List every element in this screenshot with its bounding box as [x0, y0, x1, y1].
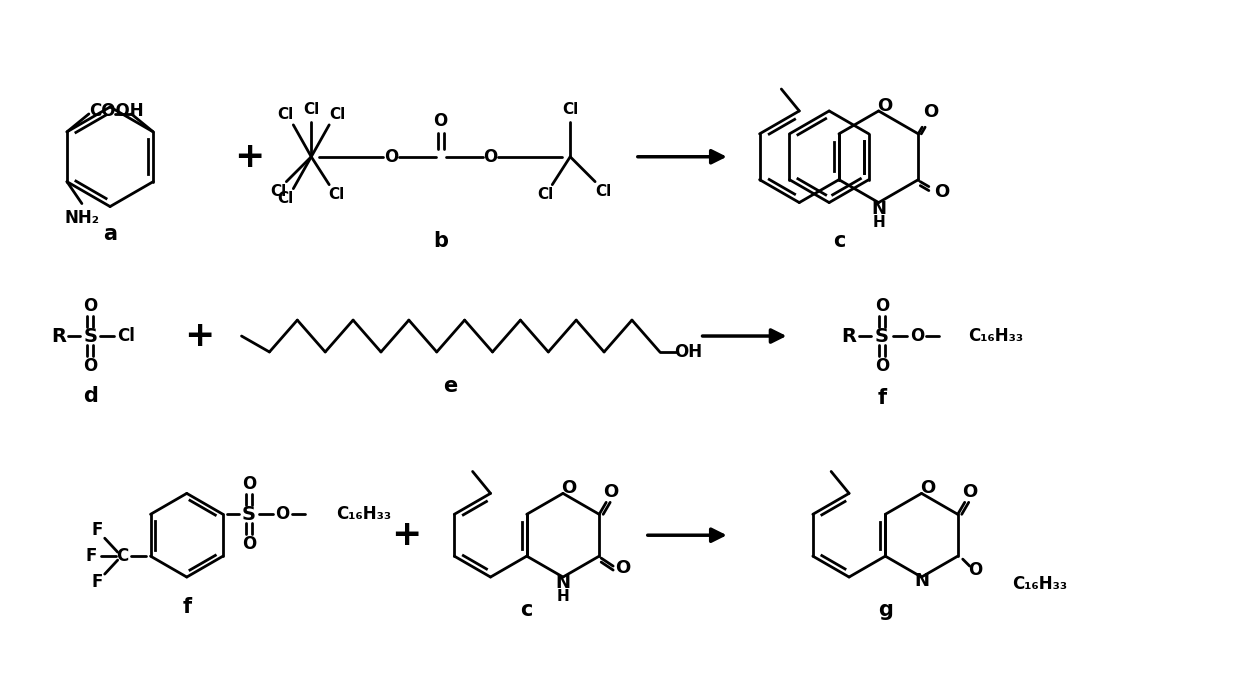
- Text: O: O: [434, 112, 448, 130]
- Text: S: S: [242, 505, 255, 524]
- Text: O: O: [962, 484, 977, 501]
- Text: f: f: [878, 388, 887, 407]
- Text: c: c: [521, 600, 533, 620]
- Text: S: S: [83, 327, 97, 346]
- Text: F: F: [91, 521, 103, 539]
- Text: b: b: [433, 231, 448, 251]
- Text: NH₂: NH₂: [64, 209, 99, 226]
- Text: O: O: [384, 147, 398, 166]
- Text: H: H: [557, 589, 569, 604]
- Text: d: d: [83, 386, 98, 406]
- Text: O: O: [935, 182, 950, 200]
- Text: a: a: [103, 224, 117, 244]
- Text: R: R: [842, 327, 857, 346]
- Text: O: O: [923, 103, 937, 121]
- Text: C₁₆H₃₃: C₁₆H₃₃: [1013, 575, 1068, 593]
- Text: Cl: Cl: [278, 191, 294, 206]
- Text: COOH: COOH: [89, 102, 144, 120]
- Text: N: N: [914, 572, 929, 590]
- Text: O: O: [562, 480, 577, 497]
- Text: O: O: [910, 327, 924, 345]
- Text: e: e: [444, 376, 458, 396]
- Text: F: F: [86, 547, 97, 565]
- Text: F: F: [91, 573, 103, 591]
- Text: O: O: [920, 480, 935, 497]
- Text: Cl: Cl: [329, 108, 345, 122]
- Text: Cl: Cl: [595, 184, 611, 199]
- Text: OH: OH: [673, 343, 702, 361]
- Text: Cl: Cl: [117, 327, 135, 345]
- Text: S: S: [875, 327, 889, 346]
- Text: Cl: Cl: [329, 187, 345, 202]
- Text: f: f: [182, 597, 191, 617]
- Text: O: O: [615, 559, 631, 577]
- Text: +: +: [234, 140, 264, 174]
- Text: O: O: [83, 297, 97, 315]
- Text: Cl: Cl: [303, 102, 320, 117]
- Text: O: O: [484, 147, 497, 166]
- Text: c: c: [833, 231, 846, 251]
- Text: O: O: [275, 506, 290, 523]
- Text: O: O: [874, 297, 889, 315]
- Text: Cl: Cl: [537, 187, 553, 202]
- Text: Cl: Cl: [270, 184, 286, 199]
- Text: g: g: [878, 600, 893, 620]
- Text: N: N: [556, 574, 570, 592]
- Text: C: C: [117, 547, 129, 565]
- Text: O: O: [242, 475, 255, 493]
- Text: R: R: [51, 327, 66, 346]
- Text: C₁₆H₃₃: C₁₆H₃₃: [336, 506, 392, 523]
- Text: O: O: [604, 484, 619, 501]
- Text: +: +: [185, 319, 215, 353]
- Text: O: O: [242, 535, 255, 553]
- Text: +: +: [391, 518, 422, 552]
- Text: O: O: [83, 357, 97, 375]
- Text: Cl: Cl: [562, 102, 578, 117]
- Text: C₁₆H₃₃: C₁₆H₃₃: [968, 327, 1024, 345]
- Text: Cl: Cl: [278, 108, 294, 122]
- Text: O: O: [877, 97, 893, 115]
- Text: N: N: [872, 200, 887, 217]
- Text: O: O: [968, 561, 983, 579]
- Text: H: H: [872, 215, 885, 230]
- Text: O: O: [874, 357, 889, 375]
